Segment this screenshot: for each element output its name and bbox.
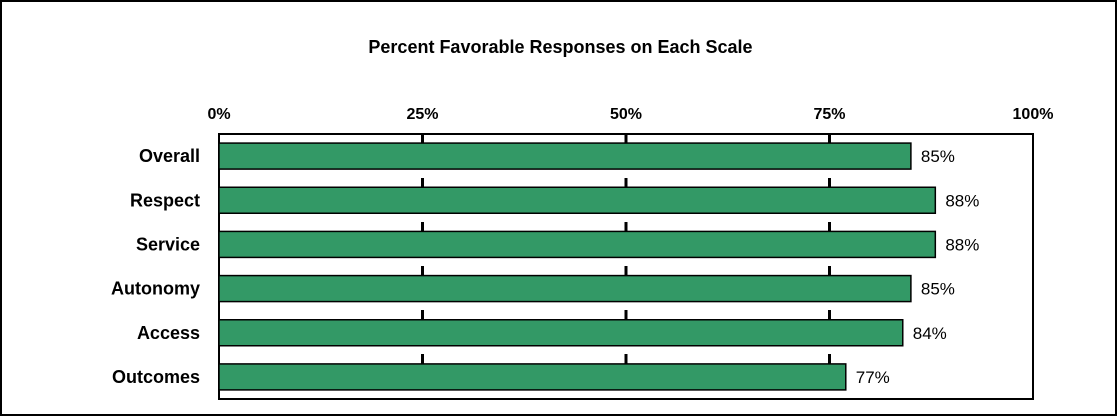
x-tick-label: 25% (406, 106, 438, 123)
bar (218, 142, 912, 170)
data-label: 84% (913, 324, 947, 343)
data-label: 88% (945, 235, 979, 254)
x-tick-label: 75% (813, 106, 845, 123)
chart-title: Percent Favorable Responses on Each Scal… (368, 37, 753, 57)
data-label: 85% (921, 280, 955, 299)
x-tick-label: 0% (207, 106, 230, 123)
category-label: Service (136, 234, 200, 254)
category-label: Respect (130, 190, 200, 210)
data-label: 88% (945, 191, 979, 210)
x-tick-label: 100% (1013, 106, 1054, 123)
x-tick-label: 50% (610, 106, 642, 123)
bar (218, 274, 912, 303)
category-label: Access (137, 323, 200, 343)
bar (218, 319, 904, 347)
bar (218, 363, 847, 391)
data-label: 77% (856, 368, 890, 387)
bar (218, 230, 937, 259)
category-label: Outcomes (112, 367, 200, 387)
data-label: 85% (921, 147, 955, 166)
bar (218, 186, 937, 214)
category-label: Overall (139, 146, 200, 166)
category-label: Autonomy (111, 279, 200, 299)
plot-area-border (218, 133, 1034, 400)
